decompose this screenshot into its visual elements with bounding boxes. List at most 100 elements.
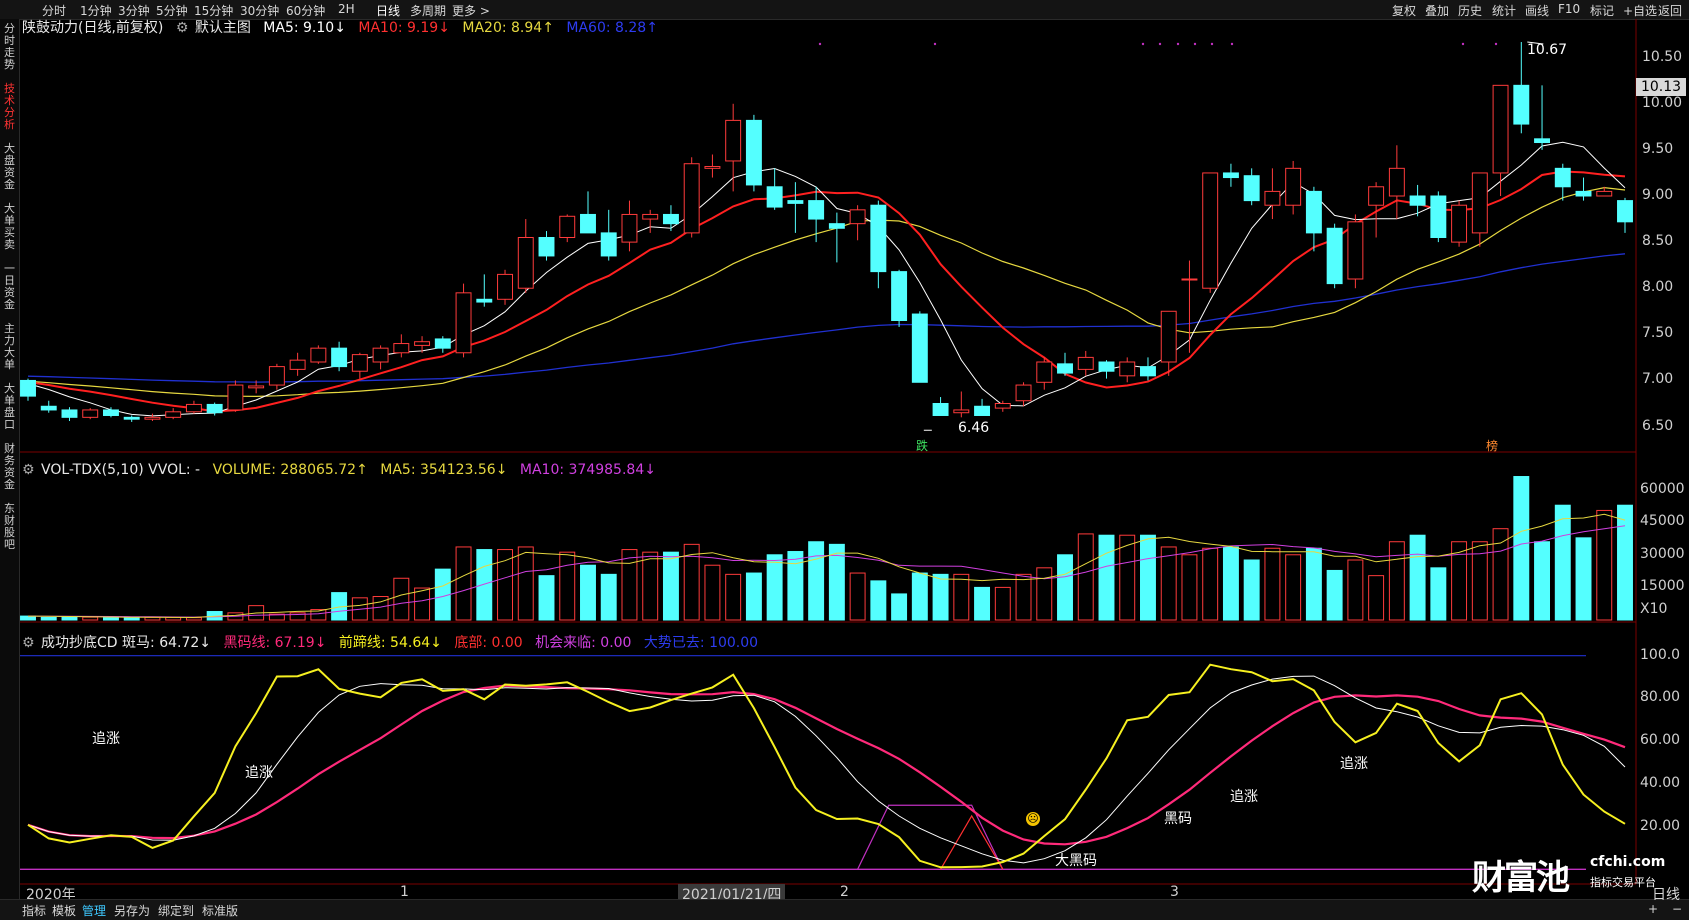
sidebar-item-8[interactable]: 东财股吧 <box>4 502 15 551</box>
black-line-readout: 黑码线: 67.19↓ <box>223 635 327 651</box>
period-tab-7[interactable]: 2H <box>338 2 355 16</box>
vol-indicator-name[interactable]: VOL-TDX(5,10) VVOL: - <box>41 462 201 478</box>
volume-bar <box>185 617 202 621</box>
settings-icon[interactable]: ⚙ <box>22 462 35 478</box>
candle-body <box>414 341 431 346</box>
candle-body <box>1388 167 1405 197</box>
settings-icon[interactable]: ⚙ <box>22 635 35 651</box>
bottom-tab-3[interactable]: 另存为 <box>114 904 151 918</box>
sidebar-item-2[interactable]: 大盘资金 <box>4 142 15 191</box>
volume-chart-info: ⚙ VOL-TDX(5,10) VVOL: - VOLUME: 288065.7… <box>22 462 664 478</box>
toolbar-tool-6[interactable]: 标记 <box>1590 4 1615 18</box>
sidebar-item-4[interactable]: 一日资金 <box>4 262 15 311</box>
volume-bar <box>1264 547 1281 621</box>
volume-bar <box>289 612 306 621</box>
sidebar-item-1[interactable]: 技术分析 <box>4 82 15 131</box>
volume-bar <box>1036 567 1053 621</box>
period-tab-9[interactable]: 多周期 <box>410 4 447 18</box>
candle-body <box>704 165 721 169</box>
period-tab-1[interactable]: 1分钟 <box>80 4 112 18</box>
zoom-out-button[interactable]: − <box>1672 902 1683 916</box>
front-hoof-line <box>27 663 1626 869</box>
volume-tick-0: 60000 <box>1640 480 1685 497</box>
bottom-readout: 底部: 0.00 <box>454 635 523 651</box>
volume-bar <box>1409 534 1426 621</box>
zoom-in-button[interactable]: + <box>1648 902 1659 916</box>
candle-body <box>1243 175 1260 202</box>
volume-bar <box>580 564 596 621</box>
volume-tick-2: 30000 <box>1640 545 1685 562</box>
indicator-tick-3: 40.00 <box>1640 774 1681 791</box>
candle-body <box>1285 167 1302 206</box>
volume-bar <box>1513 476 1530 621</box>
bottom-tab-0[interactable]: 指标 <box>22 904 47 918</box>
sidebar-item-3[interactable]: 大单买卖 <box>4 202 15 251</box>
candle-body <box>1617 200 1633 223</box>
volume-bar <box>1181 554 1198 621</box>
period-tab-8[interactable]: 日线 <box>376 4 401 18</box>
period-tab-5[interactable]: 30分钟 <box>240 4 280 18</box>
volume-bar <box>497 549 513 621</box>
candle-body <box>953 409 970 414</box>
stock-title[interactable]: 陕鼓动力(日线,前复权) <box>22 20 164 36</box>
volume-bar <box>310 609 327 621</box>
zebra-line <box>27 675 1626 864</box>
bottom-tab-1[interactable]: 模板 <box>52 904 77 918</box>
candle-body <box>1513 84 1530 125</box>
sidebar-item-6[interactable]: 大单盘口 <box>4 382 15 431</box>
volume-bar <box>725 573 742 621</box>
bottom-tab-4[interactable]: 绑定到 <box>158 904 195 918</box>
period-tab-2[interactable]: 3分钟 <box>118 4 150 18</box>
period-tab-6[interactable]: 60分钟 <box>286 4 326 18</box>
volume-bar <box>828 543 845 621</box>
signal-dot <box>1461 42 1465 46</box>
candle-body <box>393 343 410 354</box>
volume-bar <box>600 573 617 621</box>
ma20-line <box>27 186 1626 398</box>
indicator-name[interactable]: 成功抄底CD 斑马: 64.72↓ <box>41 635 211 651</box>
toolbar-tool-1[interactable]: 叠加 <box>1425 4 1450 18</box>
price-tick-5: 8.00 <box>1642 279 1674 296</box>
toolbar-tool-7[interactable]: +自选 <box>1623 4 1658 18</box>
candle-body <box>662 213 679 225</box>
candle-body <box>932 403 949 416</box>
toolbar-tool-4[interactable]: 画线 <box>1525 4 1550 18</box>
toolbar-tool-8[interactable]: 返回 <box>1658 4 1683 18</box>
vol-ma10-readout: MA10: 374985.84↓ <box>519 462 656 478</box>
volume-unit: X10 <box>1640 601 1668 617</box>
price-tick-7: 7.00 <box>1642 371 1674 388</box>
left-sidebar: 分时走势技术分析大盘资金大单买卖一日资金主力大单大单盘口财务资金东财股吧 <box>0 19 20 899</box>
bottom-tab-2[interactable]: 管理 <box>82 904 107 918</box>
volume-readout: VOLUME: 288065.72↑ <box>212 462 368 478</box>
candle-body <box>1202 172 1219 289</box>
toolbar-tool-0[interactable]: 复权 <box>1392 4 1417 18</box>
volume-bar <box>1057 554 1073 621</box>
period-tab-0[interactable]: 分时 <box>42 4 67 18</box>
candle-body <box>1098 361 1115 372</box>
sidebar-item-7[interactable]: 财务资金 <box>4 442 15 491</box>
template-label[interactable]: 默认主图 <box>194 20 251 36</box>
settings-icon[interactable]: ⚙ <box>175 20 189 36</box>
volume-bar <box>1305 547 1322 621</box>
toolbar-tool-3[interactable]: 统计 <box>1492 4 1517 18</box>
toolbar-tool-2[interactable]: 历史 <box>1458 4 1483 18</box>
sidebar-item-0[interactable]: 分时走势 <box>4 22 15 71</box>
sidebar-item-5[interactable]: 主力大单 <box>4 322 15 371</box>
candle-body <box>102 409 119 416</box>
bottom-tab-5[interactable]: 标准版 <box>202 904 239 918</box>
period-tab-10[interactable]: 更多 > <box>452 4 490 18</box>
toolbar-tool-5[interactable]: F10 <box>1558 2 1581 16</box>
volume-bar <box>808 541 825 621</box>
period-tab-4[interactable]: 15分钟 <box>194 4 234 18</box>
ma10-line <box>27 170 1626 413</box>
chase-label-3: 追涨 <box>1230 789 1258 805</box>
candle-body <box>559 215 576 239</box>
candle-body <box>725 119 742 162</box>
price-tick-0: 10.50 <box>1642 48 1683 65</box>
ma20-readout: MA20: 8.94↑ <box>462 20 554 36</box>
main-chart-info: 陕鼓动力(日线,前复权) ⚙ 默认主图 MA5: 9.10↓ MA10: 9.1… <box>22 17 666 37</box>
volume-bar <box>1326 569 1343 621</box>
bottom-toolbar: 指标 模板 管理 另存为 绑定到 标准版 日线 + − <box>0 887 1689 920</box>
period-tab-3[interactable]: 5分钟 <box>156 4 188 18</box>
